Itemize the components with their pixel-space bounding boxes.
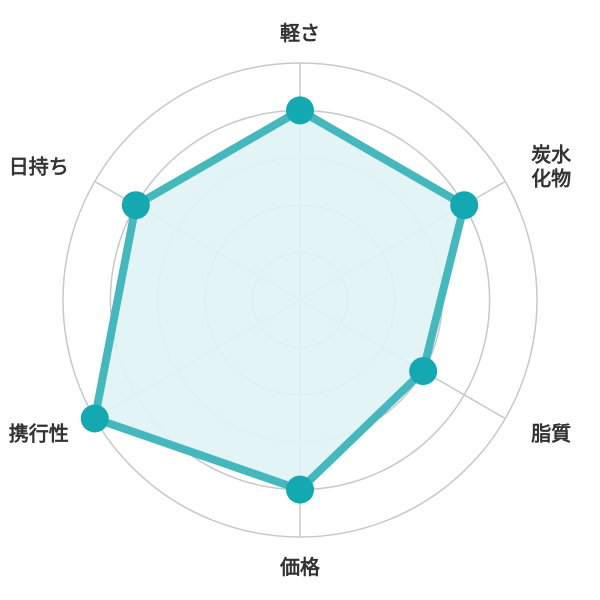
- axis-label-line: 軽さ: [280, 21, 320, 45]
- axis-label-line: 携行性: [9, 422, 69, 446]
- series-layer: [80, 96, 479, 504]
- axis-label-4: 携行性: [9, 422, 69, 446]
- axis-label-1: 炭水化物: [531, 143, 572, 191]
- axis-label-line: 価格: [279, 555, 321, 579]
- axis-label-5: 日持ち: [9, 155, 69, 179]
- data-point-5: [121, 191, 150, 220]
- data-point-2: [409, 357, 438, 386]
- axis-label-line: 日持ち: [9, 155, 69, 179]
- series-area-0: [94, 110, 465, 490]
- data-point-1: [450, 191, 479, 220]
- axis-label-line: 炭水: [531, 143, 572, 167]
- data-point-4: [80, 404, 109, 433]
- axis-label-2: 脂質: [531, 422, 571, 446]
- data-point-0: [286, 96, 314, 125]
- axis-label-3: 価格: [279, 555, 321, 579]
- axis-label-0: 軽さ: [280, 21, 320, 45]
- data-point-3: [286, 475, 314, 504]
- axis-label-line: 化物: [531, 167, 571, 191]
- axis-label-line: 脂質: [531, 422, 571, 446]
